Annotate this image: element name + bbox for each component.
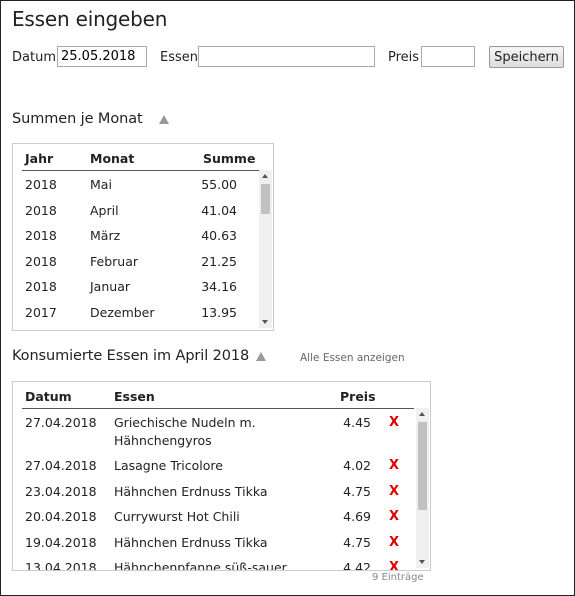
scroll-down-icon[interactable] xyxy=(419,560,425,564)
cell-food: Hähnchen Erdnuss Tikka xyxy=(114,535,268,550)
table-header: Datum Essen Preis xyxy=(13,382,430,408)
vertical-scrollbar[interactable] xyxy=(416,408,429,568)
cell-year: 2018 xyxy=(25,279,57,294)
column-header-date[interactable]: Datum xyxy=(25,389,72,404)
price-label: Preis xyxy=(388,50,420,65)
date-label: Datum xyxy=(12,50,56,65)
cell-food-continued: Hähnchengyros xyxy=(114,433,212,448)
consumed-food-title: Konsumierte Essen im April 2018 xyxy=(12,348,250,364)
header-divider xyxy=(22,170,260,171)
page-title: Essen eingeben xyxy=(12,7,168,31)
cell-price: 4.69 xyxy=(343,509,371,524)
cell-date: 27.04.2018 xyxy=(25,458,97,473)
cell-date: 13.04.2018 xyxy=(25,560,97,571)
cell-month: April xyxy=(90,203,119,218)
cell-date: 23.04.2018 xyxy=(25,484,97,499)
column-header-month[interactable]: Monat xyxy=(90,151,135,166)
column-header-year[interactable]: Jahr xyxy=(25,151,54,166)
cell-month: Februar xyxy=(90,254,138,269)
cell-month: Dezember xyxy=(90,305,155,320)
column-header-food[interactable]: Essen xyxy=(114,389,155,404)
cell-price: 4.02 xyxy=(343,458,371,473)
scroll-down-icon[interactable] xyxy=(262,320,268,324)
vertical-scrollbar[interactable] xyxy=(259,170,272,328)
delete-icon[interactable]: X xyxy=(389,458,400,473)
cell-year: 2018 xyxy=(25,177,57,192)
triangle-up-icon[interactable] xyxy=(256,352,266,361)
scroll-thumb[interactable] xyxy=(418,422,427,510)
column-header-price[interactable]: Preis xyxy=(340,389,376,404)
cell-month: März xyxy=(90,228,121,243)
scroll-up-icon[interactable] xyxy=(419,412,425,416)
table-header: Jahr Monat Summe xyxy=(13,144,273,170)
cell-sum: 40.63 xyxy=(201,228,237,243)
food-label: Essen xyxy=(160,50,198,65)
cell-month: Januar xyxy=(90,279,130,294)
scroll-thumb[interactable] xyxy=(261,184,270,214)
cell-food: Hähnchen Erdnuss Tikka xyxy=(114,484,268,499)
cell-sum: 21.25 xyxy=(201,254,237,269)
cell-food: Griechische Nudeln m. xyxy=(114,415,256,430)
date-input[interactable] xyxy=(57,46,147,67)
cell-sum: 34.16 xyxy=(201,279,237,294)
cell-year: 2018 xyxy=(25,228,57,243)
cell-year: 2018 xyxy=(25,254,57,269)
triangle-up-icon[interactable] xyxy=(159,115,169,124)
cell-sum: 41.04 xyxy=(201,203,237,218)
save-button[interactable]: Speichern xyxy=(489,46,564,68)
cell-year: 2018 xyxy=(25,203,57,218)
cell-sum: 13.95 xyxy=(201,305,237,320)
monthly-sums-title: Summen je Monat xyxy=(12,111,143,127)
column-header-sum[interactable]: Summe xyxy=(203,151,256,166)
cell-food: Hähnchenpfanne süß-sauer xyxy=(114,560,287,571)
food-input[interactable] xyxy=(198,46,375,67)
consumed-food-table: Datum Essen Preis 27.04.2018 Griechische… xyxy=(12,381,431,571)
cell-date: 20.04.2018 xyxy=(25,509,97,524)
food-entry-form: Datum Essen Preis Speichern xyxy=(12,46,567,69)
cell-date: 27.04.2018 xyxy=(25,415,97,430)
delete-icon[interactable]: X xyxy=(389,535,400,550)
header-divider xyxy=(22,408,414,409)
scroll-up-icon[interactable] xyxy=(262,174,268,178)
cell-sum: 55.00 xyxy=(201,177,237,192)
cell-price: 4.75 xyxy=(343,484,371,499)
cell-food: Lasagne Tricolore xyxy=(114,458,223,473)
price-input[interactable] xyxy=(421,46,475,67)
cell-month: Mai xyxy=(90,177,112,192)
show-all-food-link[interactable]: Alle Essen anzeigen xyxy=(300,352,405,364)
cell-date: 19.04.2018 xyxy=(25,535,97,550)
delete-icon[interactable]: X xyxy=(389,415,400,430)
cell-price: 4.75 xyxy=(343,535,371,550)
cell-year: 2017 xyxy=(25,305,57,320)
delete-icon[interactable]: X xyxy=(389,484,400,499)
cell-food: Currywurst Hot Chili xyxy=(114,509,240,524)
cell-price: 4.42 xyxy=(343,560,371,571)
delete-icon[interactable]: X xyxy=(389,509,400,524)
entry-count: 9 Einträge xyxy=(372,572,424,583)
cell-price: 4.45 xyxy=(343,415,371,430)
delete-icon[interactable]: X xyxy=(389,560,400,571)
monthly-sums-table: Jahr Monat Summe 2018 Mai 55.00 2018 Apr… xyxy=(12,143,274,331)
